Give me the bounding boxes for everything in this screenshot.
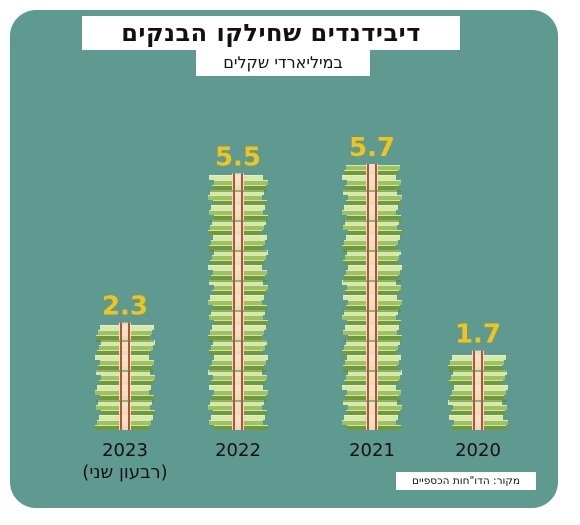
bars-group xyxy=(95,164,508,431)
chart-subtitle: במיליארדי שקלים xyxy=(196,48,370,76)
value-label-2023: 2.3 xyxy=(102,292,148,322)
chart-title: דיבידנדים שחילקו הבנקים xyxy=(82,16,460,50)
x-labels-group: 2023(רבעון שני) 2022 2021 2020 xyxy=(82,440,501,483)
value-label-2021: 5.7 xyxy=(349,133,395,163)
bar-2020 xyxy=(448,350,508,430)
value-labels-group: 2.3 5.5 5.7 1.7 xyxy=(102,133,501,350)
x-label-2020: 2020 xyxy=(455,440,501,461)
x-label-2021: 2021 xyxy=(349,440,395,461)
value-label-2022: 5.5 xyxy=(215,142,261,172)
x-note-2023: (רבעון שני) xyxy=(82,462,167,483)
source-note: מקור: הדו"חות הכספיים xyxy=(396,472,536,490)
x-label-2023: 2023 xyxy=(102,440,148,461)
x-label-2022: 2022 xyxy=(215,440,261,461)
bar-2021 xyxy=(342,164,402,430)
bar-2023 xyxy=(95,322,155,430)
bar-2022 xyxy=(208,173,268,431)
value-label-2020: 1.7 xyxy=(455,320,501,350)
